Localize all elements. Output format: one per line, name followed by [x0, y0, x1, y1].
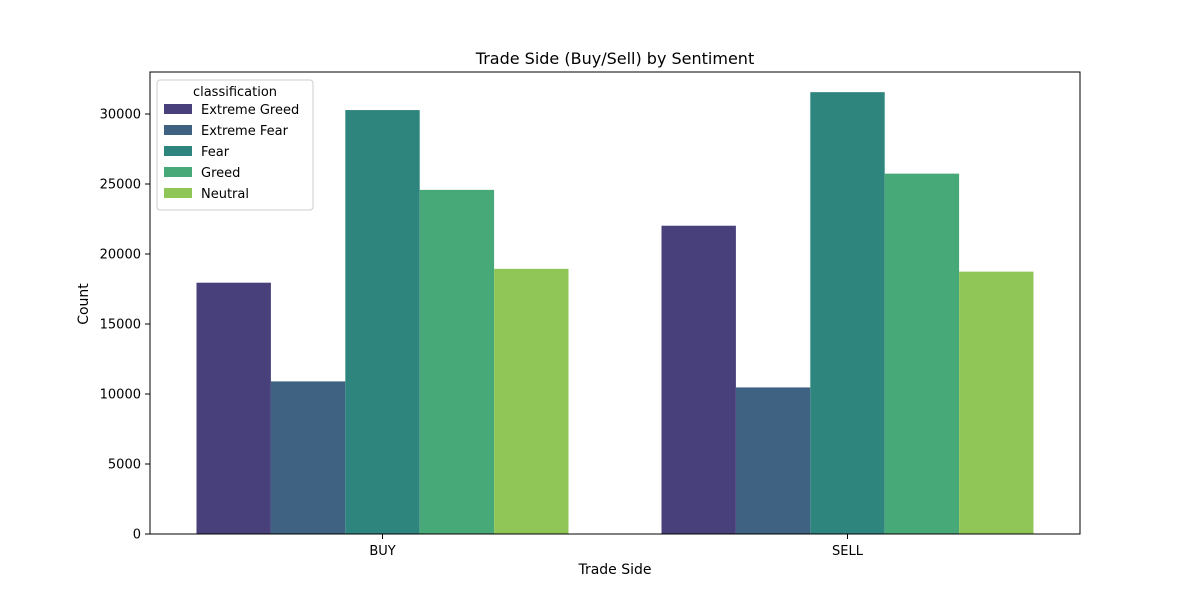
y-axis-label: Count — [76, 283, 92, 325]
legend-label-fear: Fear — [201, 145, 230, 160]
bar-neutral-buy — [494, 268, 569, 534]
legend-title: classification — [193, 85, 277, 100]
bar-extreme-greed-sell — [661, 225, 736, 534]
legend-label-extreme-fear: Extreme Fear — [201, 124, 289, 139]
x-tick-label: BUY — [369, 544, 395, 559]
legend-swatch-extreme-fear — [164, 125, 192, 135]
y-tick-label: 10000 — [100, 388, 141, 403]
legend-label-greed: Greed — [201, 166, 240, 181]
bar-fear-sell — [810, 92, 885, 534]
x-tick-label: SELL — [832, 544, 864, 559]
bar-greed-sell — [884, 173, 960, 534]
y-tick-label: 15000 — [100, 318, 141, 333]
bar-neutral-sell — [959, 271, 1034, 534]
bar-fear-buy — [345, 110, 420, 534]
legend: classification Extreme Greed Extreme Fear… — [156, 79, 314, 211]
legend-swatch-extreme-greed — [164, 104, 192, 114]
legend-label-extreme-greed: Extreme Greed — [201, 103, 299, 118]
bar-extreme-fear-sell — [735, 387, 811, 534]
y-tick-label: 0 — [133, 528, 141, 543]
bar-extreme-greed-buy — [196, 282, 271, 534]
plot-area: 0 5000 10000 15000 20000 25000 30000 BUY SELL — [100, 71, 1081, 559]
axes-frame — [149, 71, 1081, 535]
y-tick-label: 30000 — [100, 108, 141, 123]
legend-label-neutral: Neutral — [201, 187, 249, 202]
chart-title: Trade Side (Buy/Sell) by Sentiment — [475, 49, 754, 68]
y-tick-label: 5000 — [108, 458, 141, 473]
bar-greed-buy — [419, 189, 495, 534]
legend-swatch-fear — [164, 146, 192, 156]
x-axis-label: Trade Side — [577, 562, 651, 578]
legend-swatch-neutral — [164, 188, 192, 198]
y-tick-label: 20000 — [100, 248, 141, 263]
bar-extreme-fear-buy — [270, 381, 346, 534]
legend-swatch-greed — [164, 167, 192, 177]
y-tick-label: 25000 — [100, 178, 141, 193]
legend-frame — [156, 79, 314, 211]
